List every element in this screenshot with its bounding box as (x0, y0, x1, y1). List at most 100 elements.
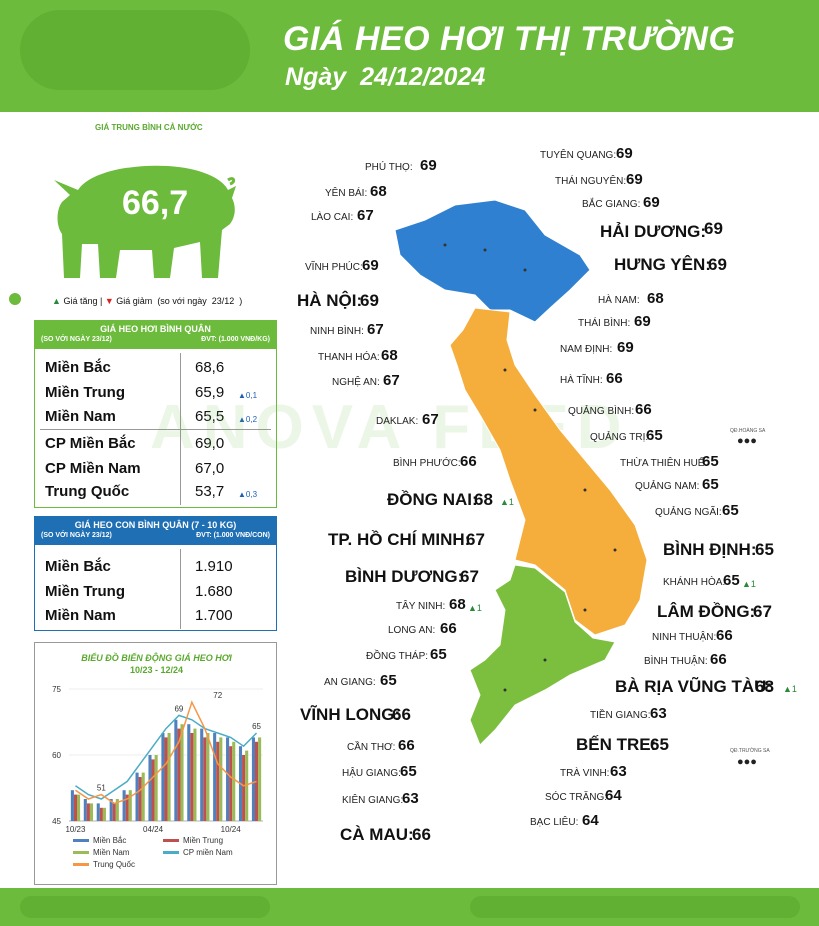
province-label: TIỀN GIANG: (590, 710, 651, 721)
legend-swatch (163, 839, 179, 842)
column-divider (180, 549, 181, 629)
legend-swatch (73, 839, 89, 842)
bar (216, 741, 220, 821)
y-tick-label: 45 (52, 817, 61, 826)
header-brush-decoration (20, 10, 250, 90)
island-dots-icon: ●●● (737, 756, 757, 768)
province-value: 69 (360, 291, 379, 310)
data-label: 69 (174, 704, 183, 713)
province-label: THANH HÓA: (318, 352, 380, 363)
bar (232, 741, 236, 821)
bar (245, 750, 249, 821)
piglet-row-value: 1.700 (195, 607, 233, 624)
province-label: HÀ TĨNH: (560, 375, 603, 386)
bar (83, 799, 87, 821)
province-value: 63 (650, 705, 667, 722)
province-label: NAM ĐỊNH: (560, 344, 613, 355)
province-label: HẢI DƯƠNG: (600, 222, 707, 241)
bar (219, 737, 223, 821)
province-label: BÌNH PHƯỚC: (393, 458, 461, 469)
bar (213, 733, 217, 821)
province-label: TRÀ VINH: (560, 768, 610, 779)
province-label: QUẢNG TRỊ: (590, 432, 649, 443)
province-label: BÌNH THUẬN: (644, 656, 708, 667)
province-label: QUẢNG BÌNH: (568, 406, 635, 417)
down-triangle-icon: ▼ (104, 296, 114, 306)
province-value: 65 (702, 476, 719, 493)
province-value: 66 (412, 825, 431, 844)
hog-row-value: 68,6 (195, 359, 225, 376)
province-change: ▲1 (783, 684, 797, 694)
bar (115, 799, 119, 821)
legend-swatch (73, 863, 89, 866)
province-label: THÁI BÌNH: (578, 318, 631, 329)
province-label: CÀ MAU: (340, 825, 414, 844)
legend-label: Miền Nam (93, 848, 130, 857)
island-label: QĐ.HOÀNG SA (730, 428, 766, 434)
hog-price-unit: ĐVT: (1.000 VNĐ/KG) (201, 336, 270, 343)
province-value: 68 (474, 490, 493, 509)
bar (180, 724, 184, 821)
data-label: 72 (213, 691, 222, 700)
province-label: QUẢNG NGÃI: (655, 507, 722, 518)
data-label: 65 (252, 722, 261, 731)
province-value: 68 (370, 183, 387, 200)
province-value: 63 (610, 763, 627, 780)
province-change: ▲1 (742, 579, 756, 589)
province-label: LÂM ĐỒNG: (657, 602, 756, 621)
province-value: 68 (449, 596, 466, 613)
piglet-row-value: 1.910 (195, 558, 233, 575)
province-value: 66 (716, 627, 733, 644)
province-value: 65 (430, 646, 447, 663)
province-value: 67 (383, 372, 400, 389)
province-value: 69 (643, 194, 660, 211)
province-label: LÀO CAI: (311, 212, 354, 223)
province-label: YÊN BÁI: (325, 188, 368, 199)
province-dots (443, 243, 617, 692)
province-label: HÀ NAM: (598, 295, 640, 306)
bar (206, 733, 210, 821)
province-value: 69 (704, 219, 723, 238)
bar (148, 755, 152, 821)
province-label: NINH BÌNH: (310, 326, 364, 337)
province-value: 68 (755, 677, 774, 696)
x-tick-label: 10/23 (65, 825, 86, 834)
bar (193, 728, 197, 821)
piglet-price-unit: ĐVT: (1.000 VNĐ/CON) (196, 532, 270, 539)
province-label: VĨNH LONG: (300, 705, 401, 724)
series-line (75, 714, 258, 800)
page-title: GIÁ HEO HƠI THỊ TRƯỜNG (283, 20, 736, 58)
bar (135, 772, 139, 821)
footer-banner (0, 888, 819, 926)
hog-row-value: 65,9 (195, 384, 225, 401)
province-label: DAKLAK: (376, 416, 419, 427)
bar (203, 737, 207, 821)
bar (161, 733, 165, 821)
bar (226, 737, 230, 821)
province-value: 69 (708, 255, 727, 274)
province-label: BẾN TRE: (576, 735, 657, 754)
page-date: Ngày 24/12/2024 (285, 63, 485, 92)
province-value: 65 (722, 502, 739, 519)
province-value: 65 (646, 427, 663, 444)
province-value: 67 (422, 411, 439, 428)
island-dots-icon: ●●● (737, 435, 757, 447)
island-label: QĐ.TRƯỜNG SA (730, 748, 770, 754)
province-value: 69 (616, 145, 633, 162)
piglet-row-name: Miền Bắc (45, 558, 111, 575)
province-value: 66 (440, 620, 457, 637)
piglet-price-compare: (SO VỚI NGÀY 23/12) (41, 532, 112, 539)
bar (174, 719, 178, 821)
hog-row-name: Trung Quốc (45, 483, 130, 500)
province-value: 67 (367, 321, 384, 338)
vietnam-map (394, 199, 648, 746)
province-value: 66 (392, 705, 411, 724)
bar (73, 794, 78, 821)
bar (89, 803, 94, 821)
bar (128, 790, 132, 821)
province-label: BÌNH ĐỊNH: (663, 540, 757, 559)
hog-price-compare: (SO VỚI NGÀY 23/12) (41, 336, 112, 343)
bar (138, 777, 142, 821)
bar (187, 724, 191, 821)
legend-swatch (73, 851, 89, 854)
